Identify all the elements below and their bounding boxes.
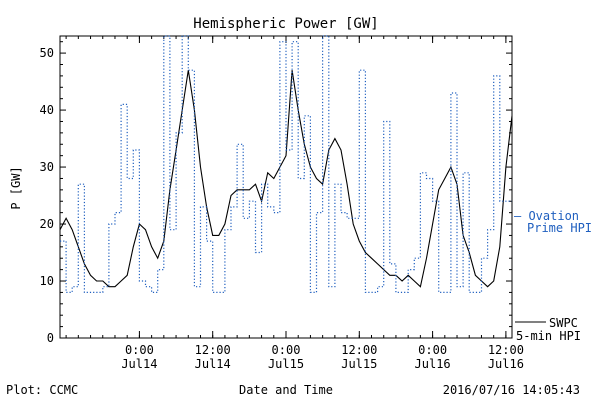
x-tick-label-date: Jul16	[488, 357, 524, 371]
footer-credit: Plot: CCMC	[6, 383, 78, 397]
y-tick-label: 10	[40, 274, 54, 288]
x-tick-label-date: Jul14	[121, 357, 157, 371]
y-axis-label: P [GW]	[9, 166, 23, 209]
x-tick-label-time: 0:00	[418, 343, 447, 357]
plot-area: 010203040500:00Jul1412:00Jul140:00Jul151…	[40, 35, 546, 371]
y-tick-label: 40	[40, 103, 54, 117]
x-tick-label-time: 12:00	[341, 343, 377, 357]
footer-timestamp: 2016/07/16 14:05:43	[443, 383, 580, 397]
x-tick-label-time: 12:00	[195, 343, 231, 357]
x-tick-label-date: Jul14	[195, 357, 231, 371]
x-tick-label-date: Jul15	[341, 357, 377, 371]
y-tick-label: 20	[40, 217, 54, 231]
series-ovation-line	[60, 35, 512, 293]
series-swpc-line	[59, 70, 513, 288]
legend-swpc-line2: 5-min HPI	[516, 329, 581, 343]
y-tick-label: 50	[40, 46, 54, 60]
legend-ovation-line2: Prime HPI	[527, 221, 592, 235]
x-tick-label-time: 12:00	[488, 343, 524, 357]
chart-title: Hemispheric Power [GW]	[193, 16, 378, 32]
x-tick-label-date: Jul15	[268, 357, 304, 371]
y-tick-label: 30	[40, 160, 54, 174]
x-tick-label-time: 0:00	[125, 343, 154, 357]
x-tick-label-time: 0:00	[272, 343, 301, 357]
x-axis-label: Date and Time	[239, 383, 333, 397]
legend-ovation-line1: — Ovation	[514, 209, 579, 223]
legend-swpc-line1: SWPC	[549, 316, 578, 330]
y-tick-label: 0	[47, 331, 54, 345]
x-tick-label-date: Jul16	[415, 357, 451, 371]
